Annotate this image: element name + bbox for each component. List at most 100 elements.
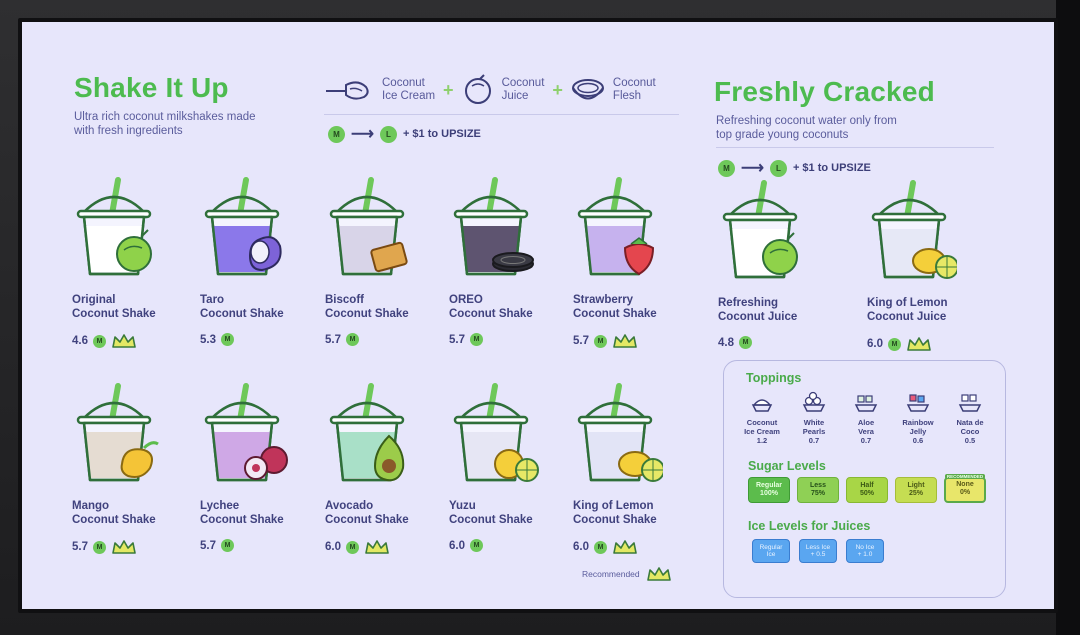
product-name-line-1: Mango	[72, 500, 110, 512]
topping-name-line: Pearls	[802, 427, 826, 436]
product-price-row: 5.7 M	[449, 333, 539, 346]
size-m-badge: M	[470, 539, 483, 552]
ingredient-label-ice-cream: Coconut Ice Cream	[382, 77, 435, 103]
topping-item[interactable]: Aloe Vera 0.7	[842, 391, 890, 445]
topping-item[interactable]: Coconut Ice Cream 1.2	[738, 391, 786, 445]
cup-illustration	[204, 177, 282, 276]
toppings-panel: Toppings Coconut Ice Cream 1.2 White Pearl…	[723, 360, 1006, 598]
size-m-badge: M	[739, 336, 752, 349]
topping-price: 0.6	[912, 436, 924, 445]
size-m-badge: M	[594, 334, 607, 348]
product-card[interactable]: Biscoff Coconut Shake 5.7 M	[325, 174, 415, 346]
juice-section-title: Freshly Cracked	[714, 76, 935, 107]
product-name: Mango Coconut Shake	[72, 499, 162, 527]
size-l-badge: L	[379, 125, 397, 143]
product-name-line-1: Strawberry	[573, 294, 634, 306]
product-card[interactable]: Lychee Coconut Shake 5.7 M	[200, 380, 290, 552]
product-name-line-2: Coconut Shake	[200, 514, 284, 526]
ice-level-option[interactable]: Regular Ice	[752, 539, 790, 563]
recommended-legend: Recommended	[582, 566, 672, 582]
sugar-level-percent: 50%	[859, 490, 874, 497]
ice-level-option[interactable]: No Ice + 1.0	[846, 539, 884, 563]
product-name: OREO Coconut Shake	[449, 293, 539, 321]
topping-name-line: Jelly	[909, 427, 927, 436]
ice-level-extra: + 1.0	[857, 551, 873, 558]
topping-item[interactable]: Nata de Coco 0.5	[946, 391, 994, 445]
sugar-level-percent: 0%	[959, 488, 971, 496]
product-name: Lychee Coconut Shake	[200, 499, 290, 527]
product-price: 5.7	[325, 333, 341, 346]
product-card[interactable]: King of Lemon Coconut Juice 6.0 M	[867, 177, 959, 352]
product-card[interactable]: OREO Coconut Shake 5.7 M	[449, 174, 539, 346]
product-price-row: 4.6 M	[72, 333, 162, 349]
ice-levels-title: Ice Levels for Juices	[748, 519, 871, 533]
cup-illustration	[871, 180, 959, 279]
juice-section-subtitle: Refreshing coconut water only from top g…	[716, 114, 897, 142]
product-card[interactable]: Mango Coconut Shake 5.7 M	[72, 380, 162, 555]
topping-price: 0.7	[860, 436, 872, 445]
pearls-icon	[802, 391, 826, 412]
cup-illustration	[722, 180, 798, 279]
crown-icon	[613, 334, 637, 348]
cup-illustration	[204, 383, 288, 482]
product-price: 4.6	[72, 335, 88, 347]
product-price: 5.7	[200, 539, 216, 552]
product-name-line-2: Coconut Shake	[573, 514, 657, 526]
topping-item[interactable]: Rainbow Jelly 0.6	[894, 391, 942, 445]
size-m-badge: M	[594, 540, 607, 554]
cup-illustration	[577, 383, 665, 482]
product-card[interactable]: Yuzu Coconut Shake 6.0 M	[449, 380, 539, 552]
product-name: Avocado Coconut Shake	[325, 499, 415, 527]
product-name-line-1: King of Lemon	[867, 297, 948, 309]
product-price: 5.3	[200, 333, 216, 346]
sugar-level-option[interactable]: Less 75%	[797, 477, 839, 503]
upsize-note-juices: M ⟶ L + $1 to UPSIZE	[718, 158, 871, 178]
product-name-line-1: Refreshing	[718, 297, 779, 309]
arrow-right-icon: ⟶	[351, 126, 374, 143]
ingredient-label-juice: Coconut Juice	[502, 77, 545, 103]
size-m-badge: M	[328, 125, 345, 143]
product-name-line-1: Avocado	[325, 500, 374, 512]
sugar-level-option[interactable]: RECOMMENDED None 0%	[944, 473, 986, 503]
cup-illustration	[76, 383, 159, 482]
sugar-level-percent: 75%	[810, 490, 825, 497]
juice-header-divider	[716, 147, 994, 148]
plus-sign: +	[552, 79, 563, 100]
sugar-level-option[interactable]: Regular 100%	[748, 477, 790, 503]
ingredient-label-flesh: Coconut Flesh	[613, 77, 656, 103]
cup-illustration	[577, 177, 655, 276]
ingredient-line: Coconut	[612, 77, 656, 89]
product-card[interactable]: Original Coconut Shake 4.6 M	[72, 174, 162, 349]
crown-icon	[112, 540, 136, 554]
product-price-row: 5.7 M	[573, 333, 663, 349]
sugar-levels-list: Regular 100% Less 75% Half 50% Light 25% RECOMME…	[748, 473, 986, 503]
ice-level-option[interactable]: Less Ice + 0.5	[799, 539, 837, 563]
product-card[interactable]: Taro Coconut Shake 5.3 M	[200, 174, 290, 346]
toppings-title: Toppings	[746, 371, 802, 385]
coconut-icon	[464, 74, 491, 104]
topping-name-line: Aloe	[857, 418, 875, 427]
product-card[interactable]: Avocado Coconut Shake 6.0 M	[325, 380, 415, 555]
sugar-level-option[interactable]: Light 25%	[895, 477, 937, 503]
crown-icon	[112, 334, 136, 348]
ice-cream-scoop-icon	[326, 81, 369, 100]
header-divider	[324, 114, 679, 115]
product-card[interactable]: Refreshing Coconut Juice 4.8 M	[718, 177, 808, 349]
size-m-badge: M	[221, 539, 234, 552]
product-card[interactable]: King of Lemon Coconut Shake 6.0 M	[573, 380, 665, 555]
product-price-row: 4.8 M	[718, 336, 808, 349]
crown-icon	[907, 337, 931, 351]
product-price: 6.0	[867, 338, 883, 350]
sugar-level-option[interactable]: Half 50%	[846, 477, 888, 503]
ice-level-label: Regular	[759, 543, 783, 551]
product-price-row: 6.0 M	[449, 539, 539, 552]
ice-level-extra: + 0.5	[810, 551, 826, 558]
product-name-line-1: OREO	[449, 294, 483, 306]
size-m-badge: M	[718, 159, 735, 177]
product-name-line-1: Original	[72, 294, 116, 306]
topping-item[interactable]: White Pearls 0.7	[790, 391, 838, 445]
product-card[interactable]: Strawberry Coconut Shake 5.7 M	[573, 174, 663, 349]
sugar-level-label: Less	[810, 482, 826, 489]
product-price: 4.8	[718, 336, 734, 349]
upsize-text: + $1 to UPSIZE	[792, 162, 871, 174]
